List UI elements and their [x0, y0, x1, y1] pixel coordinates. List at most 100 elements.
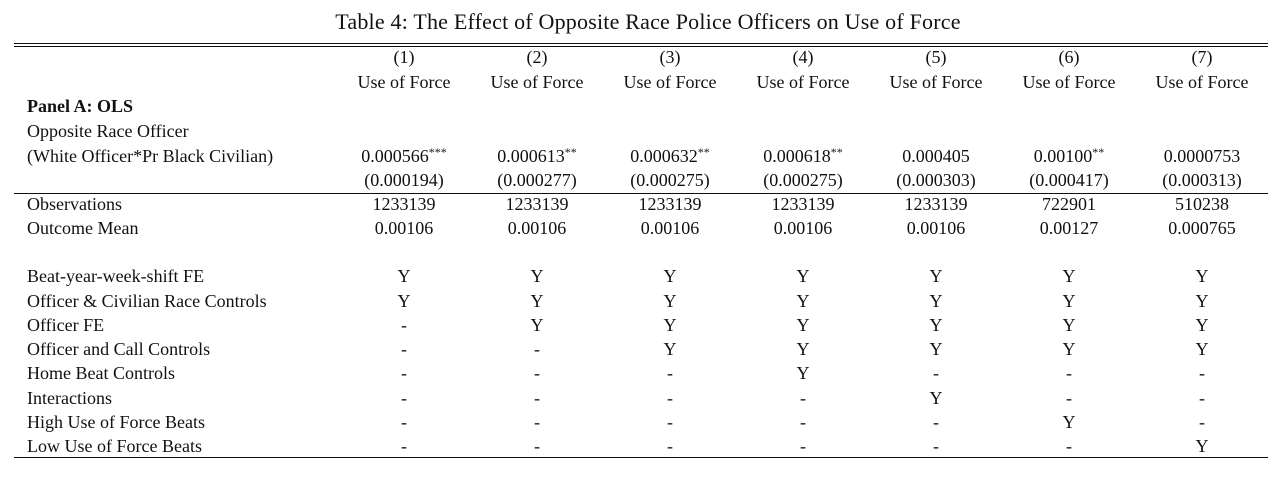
table-caption: Table 4: The Effect of Opposite Race Pol…	[335, 9, 961, 34]
variable-name-line2: (White Officer*Pr Black Civilian)	[27, 146, 274, 166]
control-indicator: -	[1199, 363, 1205, 383]
control-indicator: -	[933, 412, 939, 432]
control-indicator: -	[1066, 388, 1072, 408]
column-dependent-variable: Use of Force	[1022, 72, 1116, 92]
control-indicator: -	[1066, 363, 1072, 383]
control-label: High Use of Force Beats	[27, 412, 205, 432]
coefficient-cell: 0.000405	[902, 146, 970, 168]
outcome-mean-value: 0.00106	[773, 218, 833, 238]
coefficient-value: 0.000618	[763, 146, 831, 166]
stat-label-outcome-mean: Outcome Mean	[27, 218, 139, 238]
observations-value: 510238	[1175, 194, 1229, 214]
control-indicator: Y	[1195, 315, 1209, 335]
control-indicator: Y	[663, 315, 677, 335]
control-indicator: Y	[929, 266, 943, 286]
control-indicator: Y	[1062, 412, 1076, 432]
control-indicator: Y	[663, 291, 677, 311]
control-indicator: Y	[1195, 266, 1209, 286]
column-number: (2)	[526, 47, 548, 67]
control-indicator: -	[1066, 436, 1072, 456]
significance-stars: ***	[428, 145, 447, 159]
control-indicator: Y	[1062, 291, 1076, 311]
observations-value: 1233139	[638, 194, 702, 214]
column-dependent-variable: Use of Force	[490, 72, 584, 92]
control-indicator: -	[534, 339, 540, 359]
control-indicator: Y	[530, 266, 544, 286]
control-indicator: -	[667, 412, 673, 432]
top-rule	[14, 43, 1268, 44]
control-indicator: -	[401, 339, 407, 359]
coefficient-cell: 0.000618**	[763, 145, 843, 168]
control-indicator: -	[401, 388, 407, 408]
column-dependent-variable: Use of Force	[756, 72, 850, 92]
coefficient-cell: 0.000613**	[497, 145, 577, 168]
outcome-mean-value: 0.00106	[640, 218, 700, 238]
control-indicator: Y	[929, 339, 943, 359]
standard-error: (0.000313)	[1162, 170, 1242, 190]
control-label: Officer and Call Controls	[27, 339, 211, 359]
control-indicator: -	[667, 388, 673, 408]
control-indicator: Y	[796, 363, 810, 383]
column-dependent-variable: Use of Force	[357, 72, 451, 92]
outcome-mean-value: 0.00106	[374, 218, 434, 238]
standard-error: (0.000303)	[896, 170, 976, 190]
observations-value: 1233139	[771, 194, 835, 214]
coefficient-value: 0.0000753	[1163, 146, 1241, 166]
control-indicator: Y	[929, 315, 943, 335]
control-indicator: -	[800, 388, 806, 408]
standard-error: (0.000275)	[763, 170, 843, 190]
control-indicator: Y	[929, 291, 943, 311]
stat-label-observations: Observations	[27, 194, 122, 214]
control-label: Interactions	[27, 388, 112, 408]
control-indicator: Y	[663, 266, 677, 286]
coefficient-value: 0.00100	[1033, 146, 1093, 166]
control-indicator: Y	[397, 291, 411, 311]
control-indicator: Y	[663, 339, 677, 359]
standard-error: (0.000275)	[630, 170, 710, 190]
coefficient-cell: 0.00100**	[1033, 145, 1105, 168]
coefficient-cell: 0.000632**	[630, 145, 710, 168]
control-label: Home Beat Controls	[27, 363, 175, 383]
control-indicator: -	[401, 315, 407, 335]
column-number: (6)	[1058, 47, 1080, 67]
control-indicator: -	[401, 363, 407, 383]
control-indicator: Y	[1062, 315, 1076, 335]
column-number: (5)	[925, 47, 947, 67]
coefficient-cell: 0.000566***	[361, 145, 447, 168]
control-indicator: Y	[1062, 339, 1076, 359]
coefficient-value: 0.000566	[361, 146, 429, 166]
coefficient-value: 0.000613	[497, 146, 565, 166]
significance-stars: **	[564, 145, 577, 159]
standard-error: (0.000194)	[364, 170, 444, 190]
panel-title: Panel A: OLS	[27, 96, 134, 116]
column-dependent-variable: Use of Force	[1155, 72, 1249, 92]
control-indicator: -	[401, 436, 407, 456]
control-indicator: -	[534, 412, 540, 432]
outcome-mean-value: 0.000765	[1168, 218, 1236, 238]
coefficient-cell: 0.0000753	[1164, 146, 1241, 168]
control-indicator: Y	[796, 291, 810, 311]
bottom-rule	[14, 457, 1268, 458]
column-number: (3)	[659, 47, 681, 67]
control-indicator: -	[534, 388, 540, 408]
control-label: Officer FE	[27, 315, 105, 335]
outcome-mean-value: 0.00106	[507, 218, 567, 238]
column-dependent-variable: Use of Force	[889, 72, 983, 92]
standard-error: (0.000277)	[497, 170, 577, 190]
significance-stars: **	[697, 145, 710, 159]
control-indicator: Y	[1195, 339, 1209, 359]
standard-error: (0.000417)	[1029, 170, 1109, 190]
control-indicator: Y	[530, 315, 544, 335]
control-indicator: -	[534, 436, 540, 456]
control-indicator: -	[667, 363, 673, 383]
control-indicator: Y	[1062, 266, 1076, 286]
control-indicator: Y	[1195, 436, 1209, 456]
outcome-mean-value: 0.00127	[1039, 218, 1099, 238]
control-indicator: -	[534, 363, 540, 383]
control-label: Low Use of Force Beats	[27, 436, 202, 456]
top-rule-second	[14, 46, 1268, 47]
significance-stars: **	[1092, 145, 1105, 159]
control-label: Officer & Civilian Race Controls	[27, 291, 267, 311]
control-indicator: -	[667, 436, 673, 456]
column-dependent-variable: Use of Force	[623, 72, 717, 92]
